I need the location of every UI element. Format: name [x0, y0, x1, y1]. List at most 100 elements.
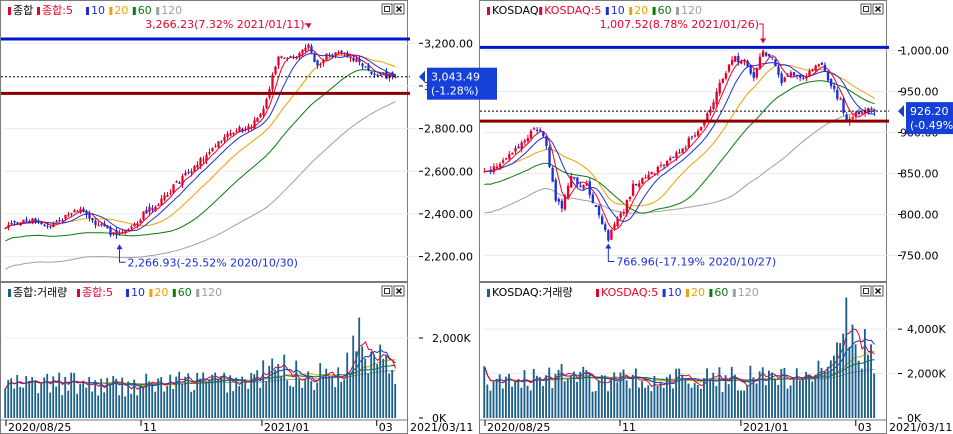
legend-entry[interactable]: 120 — [201, 286, 222, 299]
volume-bar — [223, 372, 226, 418]
volume-bar — [857, 360, 860, 418]
y-tick-label: 800.00 — [900, 208, 939, 221]
candle-body — [226, 133, 229, 138]
x-tick-label: 2021/01 — [743, 421, 789, 434]
close-icon — [874, 5, 882, 13]
volume-bar — [271, 358, 274, 418]
legend-entry[interactable]: KOSDAQ:5 — [544, 4, 601, 17]
volume-bar — [483, 366, 486, 418]
candle-body — [205, 154, 208, 161]
legend-entry[interactable]: 20 — [634, 4, 648, 17]
y-tick-label: 2,000K — [432, 332, 471, 345]
volume-bar — [792, 378, 795, 418]
candle-body — [19, 223, 22, 225]
volume-bar — [746, 385, 749, 418]
legend-entry[interactable]: 60 — [658, 4, 672, 17]
candle-body — [148, 206, 151, 213]
candle-body — [304, 47, 307, 52]
volume-bar — [283, 354, 286, 418]
legend-entry[interactable]: 120 — [738, 286, 759, 299]
volume-bar — [145, 373, 148, 418]
legend-swatch — [109, 7, 113, 15]
candle-body — [247, 126, 250, 130]
volume-bar — [526, 385, 529, 418]
maximize-icon — [384, 6, 390, 12]
legend-entry[interactable]: 60 — [178, 286, 192, 299]
volume-bar — [718, 367, 721, 418]
volume-bar — [737, 390, 739, 418]
legend-entry[interactable]: KOSDAQ:5 — [601, 286, 658, 299]
legend-entry[interactable]: 종합:거래량 — [13, 286, 67, 299]
candle-body — [16, 222, 19, 224]
legend-entry[interactable]: 120 — [681, 4, 702, 17]
candle-body — [545, 136, 548, 146]
y-tick-label: 2,400.00 — [424, 208, 473, 221]
candle-body — [495, 166, 499, 169]
volume-bar — [743, 390, 746, 418]
volume-bar — [172, 389, 175, 418]
candle-body — [693, 135, 697, 137]
close-icon — [395, 5, 403, 13]
legend-entry[interactable]: 10 — [668, 286, 682, 299]
high-annotation: 3,266.23(7.32% 2021/01/11) — [145, 18, 304, 31]
legend-entry[interactable]: 종합:5 — [42, 4, 73, 17]
volume-bar — [641, 381, 643, 418]
legend-entry[interactable]: 60 — [714, 286, 728, 299]
candle-body — [777, 66, 780, 75]
legend-entry[interactable]: 10 — [611, 4, 625, 17]
candle-body — [391, 72, 394, 77]
legend-entry[interactable]: 10 — [91, 4, 105, 17]
volume-bar — [585, 370, 588, 418]
volume-bar — [607, 391, 609, 418]
legend-entry[interactable]: 60 — [138, 4, 152, 17]
volume-bar — [706, 368, 708, 418]
volume-bar — [681, 375, 684, 418]
candle-body — [190, 171, 193, 173]
candle-body — [768, 54, 771, 57]
kosdaq-price-window — [479, 0, 887, 282]
candle-body — [178, 182, 181, 184]
legend-entry[interactable]: 120 — [161, 4, 182, 17]
legend-entry[interactable]: KOSDAQ:거래량 — [492, 286, 573, 299]
volume-bar — [542, 385, 544, 418]
volume-bar — [532, 368, 535, 418]
candle-body — [244, 128, 247, 130]
volume-bar — [265, 381, 268, 418]
volume-bar — [563, 381, 566, 418]
candle-body — [520, 142, 523, 150]
legend-entry[interactable]: 종합:5 — [82, 286, 113, 299]
volume-bar — [325, 368, 328, 418]
candle-body — [289, 56, 292, 58]
volume-bar — [34, 381, 37, 418]
maximize-button[interactable] — [860, 285, 872, 297]
candle-body — [346, 53, 349, 58]
x-tick-label: 2020/08/25 — [487, 421, 550, 434]
low-annotation-leader — [119, 245, 126, 263]
legend-entry[interactable]: KOSDAQ — [492, 4, 539, 17]
maximize-button[interactable] — [860, 3, 872, 15]
volume-bar — [650, 391, 653, 418]
volume-bar — [286, 380, 289, 418]
volume-bar — [211, 374, 214, 418]
candle-body — [501, 160, 505, 163]
candle-body — [613, 224, 616, 229]
legend-entry[interactable]: 20 — [154, 286, 168, 299]
candle-body — [145, 209, 148, 214]
candle-body — [88, 213, 91, 219]
price-tag-pointer — [898, 105, 904, 118]
legend-entry[interactable]: 종합 — [13, 4, 33, 17]
maximize-button[interactable] — [381, 3, 393, 15]
maximize-button[interactable] — [381, 285, 393, 297]
volume-bar — [268, 365, 271, 418]
volume-bar — [100, 378, 103, 418]
candle-body — [328, 55, 331, 57]
price-tag-pointer — [419, 70, 425, 83]
candle-body — [789, 72, 793, 77]
legend-swatch — [156, 7, 160, 15]
volume-bar — [867, 354, 869, 418]
candle-body — [130, 226, 133, 229]
volume-bar — [619, 372, 622, 418]
legend-entry[interactable]: 20 — [691, 286, 705, 299]
legend-entry[interactable]: 10 — [131, 286, 145, 299]
legend-entry[interactable]: 20 — [114, 4, 128, 17]
